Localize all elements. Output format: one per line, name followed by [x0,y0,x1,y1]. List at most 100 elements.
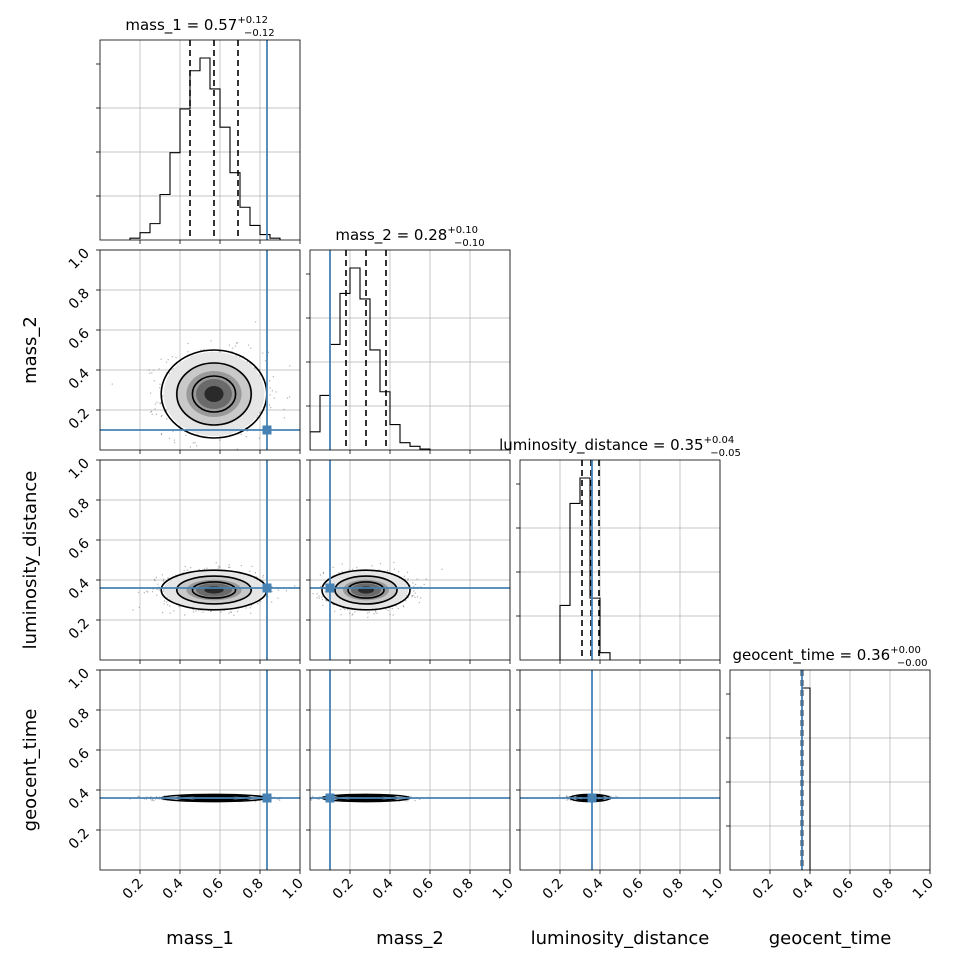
scatter-point [304,797,305,798]
scatter-point [375,611,377,613]
scatter-point [206,567,208,569]
scatter-point [414,592,416,594]
scatter-point [416,578,418,580]
scatter-point [198,609,200,611]
y-tick-label: 0.8 [66,706,93,733]
x-tick-label: 0.2 [330,876,357,903]
contour-line [334,575,398,605]
scatter-point [272,375,274,378]
scatter-point [201,474,202,475]
scatter-point [168,372,171,374]
scatter-point [187,342,189,345]
scatter-point [411,595,413,597]
scatter-point [404,578,406,580]
scatter-point [260,411,262,413]
scatter-point [348,569,350,571]
scatter-point [150,798,152,800]
scatter-point [143,592,145,594]
scatter-point [210,340,212,342]
scatter-point [218,565,220,567]
scatter-point [218,439,221,441]
scatter-point [156,594,158,596]
scatter-point [425,578,427,580]
scatter-point [249,574,251,576]
scatter-point [332,566,334,569]
contour-line [347,581,385,599]
scatter-point [138,796,140,798]
truth-marker [325,793,335,803]
x-tick-label: 0.4 [790,875,817,902]
scatter-point [178,605,180,608]
scatter-point [166,418,168,420]
panel-frame [309,459,511,661]
scatter-point [386,570,389,572]
scatter-point [262,574,265,577]
scatter-point [407,578,409,580]
scatter-point [172,368,175,370]
scatter-point [217,567,219,569]
panel-frame [99,669,301,871]
scatter-panel-mass-1-vs-luminosity-distance: 0.20.40.60.81.0 [66,456,301,664]
scatter-point [240,433,242,435]
scatter-point [420,586,422,588]
scatter-point [271,601,273,603]
histogram-step-line [559,477,611,660]
scatter-point [155,413,158,415]
scatter-point [246,361,248,363]
scatter-point [160,415,163,418]
x-tick-label: 0.2 [750,876,777,903]
scatter-point [246,430,249,432]
contour-line [191,581,237,599]
scatter-point [160,403,162,405]
scatter-point [249,362,251,364]
scatter-point [234,345,237,347]
scatter-point [233,614,235,616]
scatter-point [156,588,158,591]
scatter-point [385,608,387,610]
scatter-point [323,571,325,574]
scatter-point [237,610,239,612]
scatter-point [340,614,342,616]
scatter-point [322,604,324,606]
panel-frame [99,459,301,661]
scatter-point [219,351,221,353]
histogram-step-line [129,57,281,240]
scatter-point [111,383,113,385]
scatter-point [270,406,272,409]
scatter-point [227,566,230,568]
scatter-point [407,579,409,581]
scatter-point [196,434,199,436]
scatter-point [347,609,349,611]
truth-marker [262,425,272,435]
scatter-point [162,590,164,592]
scatter-point [273,397,275,399]
y-tick-label: 0.2 [66,406,93,433]
scatter-point [161,414,163,417]
scatter-point [192,608,195,611]
scatter-point [182,572,184,574]
scatter-point [256,576,258,579]
scatter-point [167,604,169,606]
contour-line [321,569,411,611]
scatter-point [256,416,258,419]
y-tick-label: 0.6 [66,745,93,772]
scatter-point [149,392,152,394]
scatter-panel-mass-2-vs-luminosity-distance [302,459,511,664]
scatter-point [174,481,175,482]
scatter-point [159,383,161,385]
x-tick-label: 0.4 [370,875,397,902]
truth-marker [262,583,272,593]
scatter-point [262,406,265,408]
scatter-point [409,593,411,595]
scatter-point [416,596,419,598]
scatter-point [158,586,160,588]
scatter-point [260,411,262,413]
scatter-point [302,606,303,607]
scatter-point [327,578,329,580]
scatter-point [269,387,271,389]
scatter-point [318,597,321,599]
scatter-point [395,605,397,607]
scatter-point [155,576,158,579]
scatter-point [187,351,189,353]
scatter-point [254,366,256,369]
